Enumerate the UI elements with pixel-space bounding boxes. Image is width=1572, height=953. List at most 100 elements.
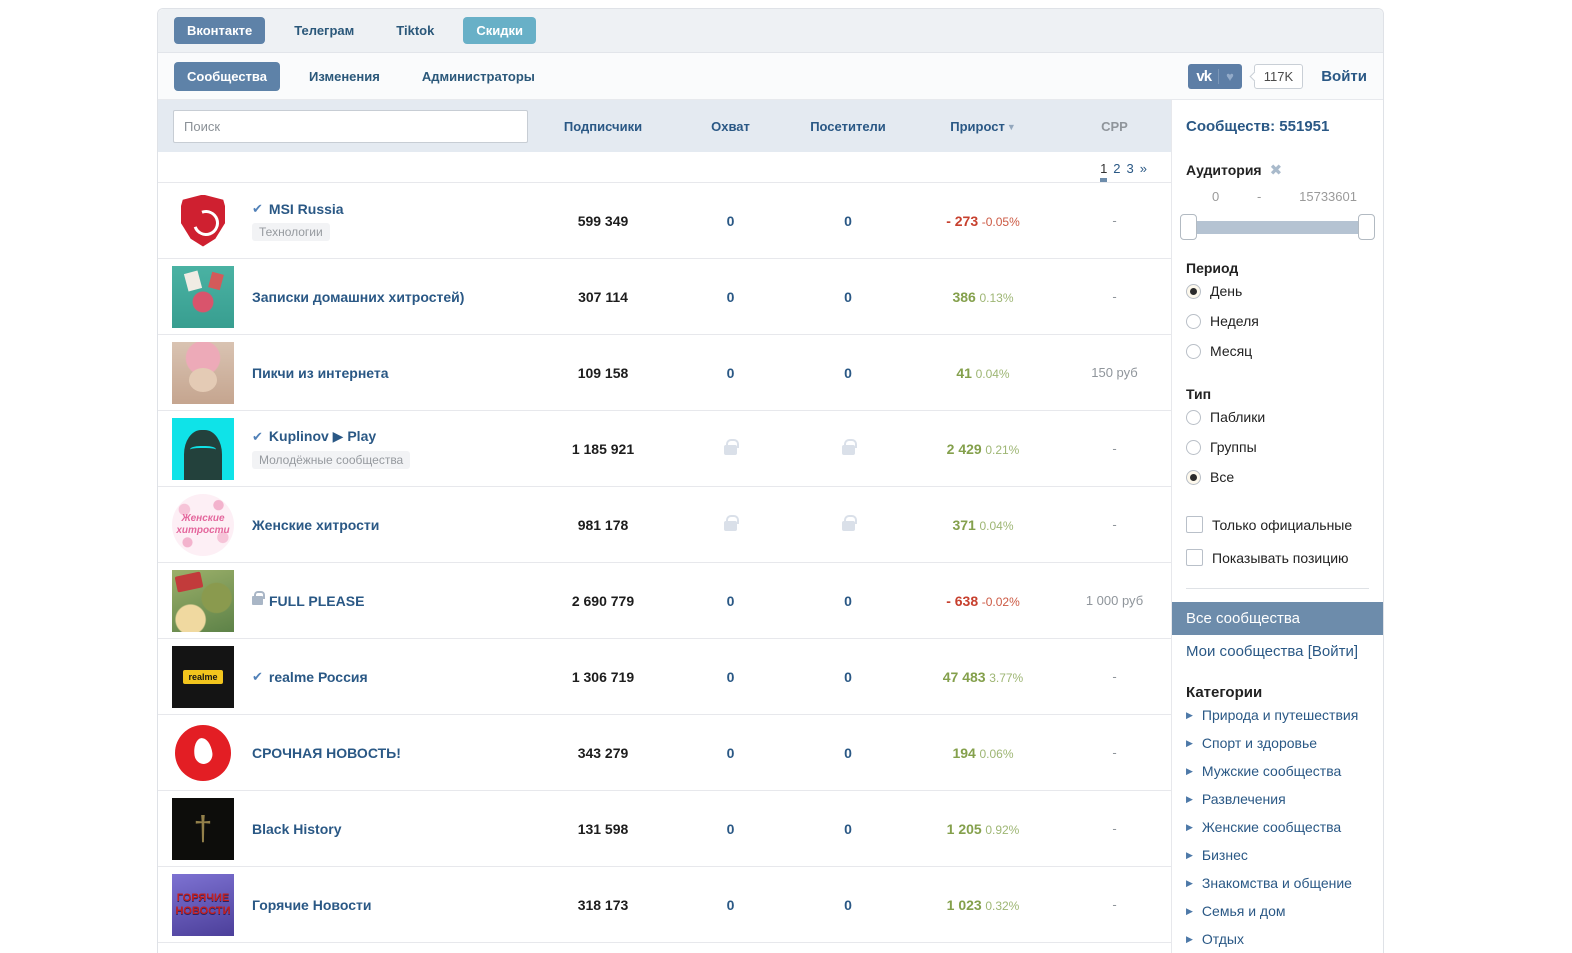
category-item-6[interactable]: ▶ Бизнес xyxy=(1172,841,1383,869)
section-tab-2[interactable]: Изменения xyxy=(296,62,393,91)
period-option-1[interactable]: День xyxy=(1172,276,1383,306)
column-header-1[interactable]: Подписчики xyxy=(533,119,673,134)
growth-percent: 3.77% xyxy=(989,671,1023,685)
search-input[interactable] xyxy=(173,110,528,143)
login-link[interactable]: Войти xyxy=(1321,68,1367,85)
visitors-value: 0 xyxy=(788,821,908,837)
community-name-link[interactable]: СРОЧНАЯ НОВОСТЬ! xyxy=(252,745,401,761)
community-avatar[interactable] xyxy=(172,190,234,252)
community-name-link[interactable]: Kuplinov ▶ Play xyxy=(269,428,376,445)
community-avatar[interactable] xyxy=(172,418,234,480)
category-link[interactable]: Природа и путешествия xyxy=(1202,707,1358,723)
community-avatar[interactable] xyxy=(172,266,234,328)
radio-button[interactable] xyxy=(1186,410,1201,425)
column-header-4[interactable]: Прирост▼ xyxy=(908,119,1058,134)
platform-tab-2[interactable]: Телеграм xyxy=(281,17,367,44)
chevron-right-icon: ▶ xyxy=(1186,878,1193,889)
community-avatar[interactable] xyxy=(172,570,234,632)
close-icon[interactable]: ✖ xyxy=(1270,161,1283,179)
category-link[interactable]: Спорт и здоровье xyxy=(1202,735,1317,751)
vk-like-widget[interactable]: vk ♥ xyxy=(1188,64,1241,89)
category-link[interactable]: Отдых xyxy=(1202,931,1244,947)
slider-handle-min[interactable] xyxy=(1180,214,1197,240)
slider-handle-max[interactable] xyxy=(1358,214,1375,240)
subscribers-value: 109 158 xyxy=(533,365,673,381)
section-tab-1[interactable]: Сообщества xyxy=(174,62,280,91)
platform-tab-1[interactable]: Вконтакте xyxy=(174,17,265,44)
verified-icon: ✔ xyxy=(252,429,263,445)
column-header-5[interactable]: CPP xyxy=(1058,119,1171,134)
nav-item-1[interactable]: Все сообщества xyxy=(1172,602,1383,635)
category-link[interactable]: Бизнес xyxy=(1202,847,1248,863)
category-item-9[interactable]: ▶Отдых xyxy=(1172,925,1383,953)
period-option-2[interactable]: Неделя xyxy=(1172,306,1383,336)
community-avatar[interactable]: Женские хитрости xyxy=(172,494,234,556)
category-item-7[interactable]: ▶ Знакомства и общение xyxy=(1172,869,1383,897)
radio-button[interactable] xyxy=(1186,344,1201,359)
type-option-3[interactable]: Все xyxy=(1172,462,1383,492)
period-option-label: Неделя xyxy=(1210,313,1259,329)
app-window: Вконтакте Телеграм Tiktok Скидки Сообщества… xyxy=(157,8,1384,953)
column-header-3[interactable]: Посетители xyxy=(788,119,908,134)
community-category-badge: Молодёжные сообщества xyxy=(252,451,410,469)
category-item-1[interactable]: ▶Природа и путешествия xyxy=(1172,701,1383,729)
community-name-link[interactable]: Записки домашних хитростей) xyxy=(252,289,464,305)
type-option-1[interactable]: Паблики xyxy=(1172,402,1383,432)
like-count-bubble: 117K xyxy=(1254,64,1303,89)
community-name-link[interactable]: MSI Russia xyxy=(269,201,344,217)
reach-value xyxy=(673,441,788,457)
category-item-5[interactable]: ▶Женские сообщества xyxy=(1172,813,1383,841)
category-item-4[interactable]: ▶Развлечения xyxy=(1172,785,1383,813)
category-link[interactable]: Семья и дом xyxy=(1202,903,1286,919)
category-link[interactable]: Женские сообщества xyxy=(1202,819,1341,835)
page-link-2[interactable]: 2 xyxy=(1113,161,1120,182)
column-header-label: CPP xyxy=(1101,119,1128,134)
community-name-link[interactable]: Пикчи из интернета xyxy=(252,365,389,381)
page-link-»[interactable]: » xyxy=(1140,161,1147,182)
platform-tab-4[interactable]: Скидки xyxy=(463,17,536,44)
radio-button[interactable] xyxy=(1186,314,1201,329)
category-link[interactable]: Знакомства и общение xyxy=(1202,875,1352,891)
community-nav: Все сообществаМои сообщества [Войти] xyxy=(1172,602,1383,668)
category-link[interactable]: Мужские сообщества xyxy=(1202,763,1341,779)
community-name-link[interactable]: Горячие Новости xyxy=(252,897,371,913)
checkbox[interactable] xyxy=(1186,516,1203,533)
filter-checkbox-1[interactable]: Только официальные xyxy=(1172,508,1383,541)
page-link-1[interactable]: 1 xyxy=(1100,161,1107,182)
category-item-8[interactable]: ▶Семья и дом xyxy=(1172,897,1383,925)
table-row: ✔ MSI Russia Технологии 599 349 0 0 - 27… xyxy=(158,183,1171,259)
type-option-label: Все xyxy=(1210,469,1234,485)
categories-list: ▶Природа и путешествия▶Спорт и здоровье▶… xyxy=(1172,701,1383,953)
community-avatar[interactable]: † xyxy=(172,798,234,860)
table-row: ✔ Записки домашних хитростей) 307 114 0 … xyxy=(158,259,1171,335)
community-avatar[interactable] xyxy=(172,342,234,404)
subscribers-value: 599 349 xyxy=(533,213,673,229)
nav-item-2[interactable]: Мои сообщества [Войти] xyxy=(1172,635,1383,668)
radio-button[interactable] xyxy=(1186,470,1201,485)
community-name-link[interactable]: FULL PLEASE xyxy=(269,593,364,609)
slider-track[interactable] xyxy=(1180,221,1375,234)
checkbox[interactable] xyxy=(1186,549,1203,566)
chevron-right-icon: ▶ xyxy=(1186,850,1193,861)
column-header-2[interactable]: Охват xyxy=(673,119,788,134)
period-option-3[interactable]: Месяц xyxy=(1172,336,1383,366)
section-tab-3[interactable]: Администраторы xyxy=(409,62,548,91)
community-avatar[interactable]: ГОРЯЧИЕ НОВОСТИ xyxy=(172,874,234,936)
platform-tab-3[interactable]: Tiktok xyxy=(383,17,447,44)
community-avatar[interactable] xyxy=(172,722,234,784)
community-avatar[interactable]: realme xyxy=(172,646,234,708)
type-option-label: Группы xyxy=(1210,439,1257,455)
community-name-link[interactable]: Black History xyxy=(252,821,341,837)
category-link[interactable]: Развлечения xyxy=(1202,791,1286,807)
page-link-3[interactable]: 3 xyxy=(1127,161,1134,182)
filter-checkbox-2[interactable]: Показывать позицию xyxy=(1172,541,1383,574)
radio-button[interactable] xyxy=(1186,284,1201,299)
radio-button[interactable] xyxy=(1186,440,1201,455)
category-item-3[interactable]: ▶Мужские сообщества xyxy=(1172,757,1383,785)
category-item-2[interactable]: ▶Спорт и здоровье xyxy=(1172,729,1383,757)
cpp-value: - xyxy=(1058,821,1171,836)
community-name-link[interactable]: realme Россия xyxy=(269,669,368,685)
type-option-2[interactable]: Группы xyxy=(1172,432,1383,462)
audience-slider[interactable] xyxy=(1180,214,1375,240)
community-name-link[interactable]: Женские хитрости xyxy=(252,517,379,533)
